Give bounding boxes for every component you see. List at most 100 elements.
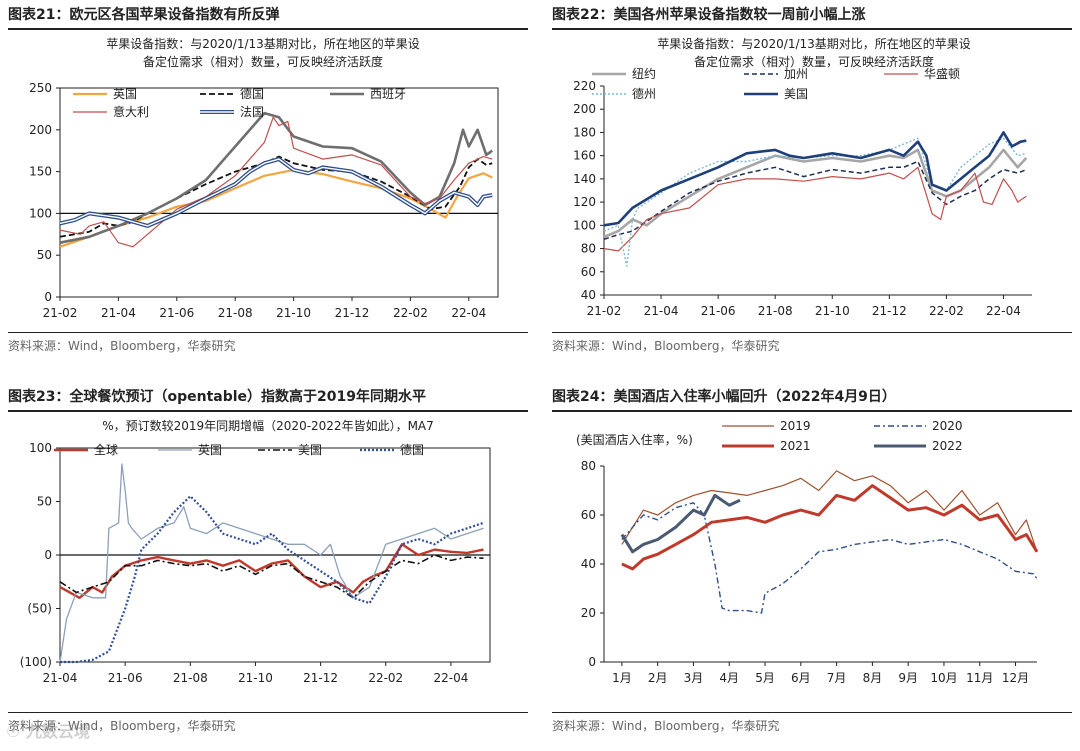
legend-label: 纽约 (632, 66, 656, 81)
y-tick-label: (100) (20, 655, 52, 669)
series-line (59, 111, 493, 244)
y-tick-label: 200 (29, 123, 52, 137)
watermark: ☉ 九数云境 (6, 722, 90, 741)
y-tick-label: 100 (29, 206, 52, 220)
legend-label: 英国 (198, 443, 222, 457)
source-note: 资料来源：Wind，Bloomberg，华泰研究 (8, 712, 528, 739)
series-line (59, 116, 493, 248)
x-tick-label: 21-06 (159, 306, 194, 320)
x-tick-label: 12月 (1002, 671, 1029, 685)
y-tick-label: 150 (29, 165, 52, 179)
series-line (621, 502, 1038, 614)
y-tick-label: 0 (44, 548, 52, 562)
y-tick-label: 50 (37, 248, 52, 262)
legend-label: 美国 (784, 87, 808, 101)
y-tick-label: 180 (573, 125, 596, 139)
x-tick-label: 21-04 (101, 306, 136, 320)
legend-label: 2021 (780, 439, 811, 453)
series-line (603, 137, 1027, 267)
y-tick-label: 100 (29, 441, 52, 455)
legend-label: 意大利 (113, 104, 149, 119)
legend-label: 美国 (298, 443, 322, 457)
legend-label: 英国 (113, 87, 137, 101)
x-tick-label: 11月 (966, 671, 993, 685)
x-tick-label: 22-02 (368, 671, 403, 685)
legend-label: 2019 (780, 419, 811, 433)
chart-subtitle: 备定位需求（相对）数量，可反映经济活跃度 (143, 54, 383, 69)
x-tick-label: 9月 (898, 671, 918, 685)
x-tick-label: 22-02 (929, 304, 964, 318)
y-tick-label: 250 (29, 81, 52, 95)
y-tick-label: 40 (581, 288, 596, 302)
x-tick-label: 10月 (930, 671, 957, 685)
y-tick-label: 0 (588, 655, 596, 669)
chart-subtitle: (美国酒店入住率，%) (576, 432, 693, 447)
chart-panel-23: 图表23：全球餐饮预订（opentable）指数高于2019年同期水平 %，预订… (8, 384, 528, 744)
x-tick-label: 21-08 (758, 304, 793, 318)
x-tick-label: 21-12 (872, 304, 907, 318)
y-tick-label: 100 (573, 218, 596, 232)
x-tick-label: 1月 (612, 671, 632, 685)
series-line (59, 554, 484, 599)
series-line (59, 463, 484, 663)
y-tick-label: 220 (573, 79, 596, 93)
series-line (60, 495, 484, 664)
legend-label: 德国 (240, 86, 264, 101)
x-tick-label: 4月 (719, 671, 739, 685)
chart-panel-24: 图表24：美国酒店入住率小幅回升（2022年4月9日） (美国酒店入住率，%) 0… (552, 384, 1072, 744)
x-tick-label: 21-04 (43, 671, 78, 685)
series-line (603, 131, 1027, 227)
series-line (621, 484, 1039, 571)
series-line (603, 148, 1028, 239)
y-tick-label: (50) (27, 602, 52, 616)
x-tick-label: 21-12 (335, 306, 370, 320)
legend-label: 德国 (400, 442, 424, 457)
y-tick-label: 60 (581, 508, 596, 522)
x-tick-label: 5月 (755, 671, 775, 685)
series-line (59, 155, 493, 238)
figure-title: 图表21：欧元区各国苹果设备指数有所反弹 (8, 2, 528, 30)
x-tick-label: 21-04 (644, 304, 679, 318)
chart-22: 苹果设备指数：与2020/1/13基期对比，所在地区的苹果设备定位需求（相对）数… (573, 36, 1032, 318)
series-line-outline (59, 157, 493, 228)
y-tick-label: 80 (581, 459, 596, 473)
series-line (59, 168, 493, 248)
chart-panel-21: 图表21：欧元区各国苹果设备指数有所反弹 苹果设备指数：与2020/1/13基期… (8, 2, 528, 353)
x-tick-label: 21-10 (815, 304, 850, 318)
series-line (620, 493, 741, 554)
chart-21: 苹果设备指数：与2020/1/13基期对比，所在地区的苹果设备定位需求（相对）数… (29, 36, 499, 320)
y-tick-label: 140 (573, 172, 596, 186)
x-tick-label: 21-08 (218, 306, 253, 320)
figure-title: 图表24：美国酒店入住率小幅回升（2022年4月9日） (552, 384, 1072, 412)
y-tick-label: 200 (573, 102, 596, 116)
chart-subtitle: %，预订数较2019年同期增幅（2020-2022年皆如此），MA7 (102, 418, 434, 433)
chart-24: (美国酒店入住率，%) 0 20 40 60 80 1月 2月 3月 4月 5月 6月 7月 8月 9月 10… (576, 419, 1039, 685)
x-tick-label: 22-04 (451, 306, 486, 320)
figure-title: 图表22：美国各州苹果设备指数较一周前小幅上涨 (552, 2, 1072, 30)
x-tick-label: 21-08 (173, 671, 208, 685)
series-line (621, 470, 1038, 552)
y-tick-label: 80 (581, 242, 596, 256)
plot-frame (59, 87, 499, 298)
chart-23: %，预订数较2019年同期增幅（2020-2022年皆如此），MA7 (100) (… (20, 418, 491, 685)
series-line (603, 166, 1027, 252)
x-tick-label: 3月 (684, 671, 704, 685)
x-tick-label: 8月 (863, 671, 883, 685)
x-tick-label: 21-02 (587, 304, 622, 318)
y-tick-label: 50 (37, 495, 52, 509)
x-tick-label: 21-06 (701, 304, 736, 318)
x-tick-label: 21-02 (43, 306, 78, 320)
x-tick-label: 22-02 (393, 306, 428, 320)
chart-subtitle: 苹果设备指数：与2020/1/13基期对比，所在地区的苹果设 (106, 36, 420, 51)
figure-title: 图表23：全球餐饮预订（opentable）指数高于2019年同期水平 (8, 384, 528, 412)
x-tick-label: 7月 (827, 671, 847, 685)
legend-label: 2022 (932, 439, 963, 453)
y-tick-label: 20 (581, 606, 596, 620)
y-tick-label: 160 (573, 149, 596, 163)
legend-label: 德州 (632, 86, 656, 101)
chart-panel-22: 图表22：美国各州苹果设备指数较一周前小幅上涨 苹果设备指数：与2020/1/1… (552, 2, 1072, 353)
y-tick-label: 60 (581, 265, 596, 279)
x-tick-label: 21-06 (108, 671, 143, 685)
legend-label: 全球 (94, 442, 118, 457)
y-tick-label: 120 (573, 195, 596, 209)
